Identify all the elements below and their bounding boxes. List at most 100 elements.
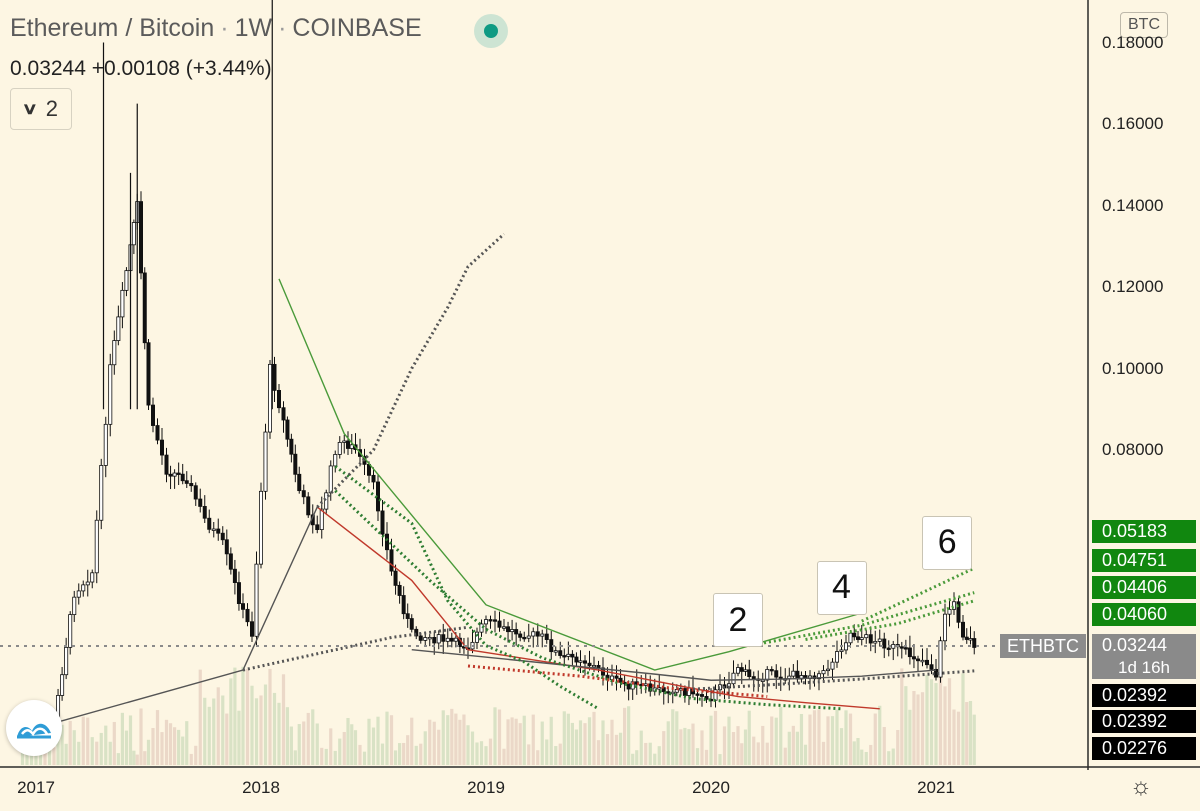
candle-body [224, 539, 229, 555]
volume-bar [770, 716, 774, 765]
volume-bar [961, 673, 965, 765]
symbol-name[interactable]: Ethereum / Bitcoin [10, 14, 215, 42]
candle-body [345, 440, 350, 449]
volume-bar [968, 700, 973, 765]
dotted-trend-line[interactable] [692, 669, 975, 691]
volume-bar [297, 724, 301, 765]
volume-bar [635, 750, 639, 765]
candle-body [254, 563, 259, 637]
volume-bar [779, 707, 783, 765]
volume-bar [86, 717, 90, 765]
volume-bar [406, 735, 410, 765]
candle-body [146, 342, 151, 406]
volume-bar [774, 717, 778, 765]
wave-label[interactable]: 4 [816, 560, 867, 615]
wave-label[interactable]: 6 [922, 515, 973, 570]
dotted-trend-line[interactable] [467, 664, 768, 699]
settings-gear-icon[interactable]: ☼ [1130, 773, 1152, 800]
trend-line[interactable] [278, 278, 730, 671]
indicators-toggle-button[interactable]: ∨ 2 [10, 88, 72, 130]
volume-bar [146, 739, 151, 765]
candle-body [68, 614, 73, 648]
candle-body [760, 679, 765, 682]
price-change: +0.00108 [91, 57, 180, 80]
candle-body [868, 634, 873, 644]
candle-body [319, 508, 324, 530]
volume-bar [908, 709, 912, 765]
candle-body [916, 658, 921, 662]
candle-body [453, 637, 458, 642]
volume-bar [268, 668, 272, 765]
dotted-trend-line[interactable] [242, 625, 469, 672]
candle-body [436, 634, 441, 644]
candle-body [791, 670, 796, 677]
candle-body [626, 683, 631, 690]
trend-line[interactable] [316, 506, 880, 710]
volume-bar [558, 743, 562, 765]
volume-bar [817, 709, 821, 765]
trend-line[interactable] [411, 648, 937, 681]
dotted-trend-line[interactable] [334, 489, 842, 711]
time-tick-label: 2020 [692, 778, 730, 797]
volume-bar [423, 731, 427, 765]
candle-body [333, 454, 338, 467]
candle-body [544, 633, 549, 640]
volume-bar [358, 744, 362, 765]
volume-bar [510, 717, 514, 765]
candle-body [964, 636, 969, 640]
volume-bar [99, 732, 103, 765]
volume-bar [562, 711, 566, 765]
trend-lines [17, 232, 975, 734]
volume-bar [787, 731, 791, 765]
dotted-trend-line[interactable] [861, 566, 975, 623]
dotted-trend-line[interactable] [334, 465, 600, 711]
candle-body [483, 619, 488, 625]
volume-bar [761, 725, 765, 765]
candle-body [397, 584, 402, 596]
dotted-trend-line[interactable] [805, 599, 975, 641]
volume-bar [272, 692, 277, 765]
candle-body [501, 626, 506, 629]
candle-body [952, 601, 957, 610]
volume-bar [475, 742, 479, 765]
currency-badge[interactable]: BTC [1120, 12, 1168, 38]
volume-bar [618, 732, 623, 765]
dotted-trend-line[interactable] [316, 232, 506, 509]
volume-bar [812, 710, 817, 765]
candle-body [263, 431, 268, 492]
volume-bar [518, 723, 522, 765]
volume-bar [943, 686, 947, 765]
candle-body [553, 650, 558, 653]
volume-bar [376, 716, 380, 765]
volume-bar [675, 711, 679, 765]
candle-body [961, 621, 966, 638]
candle-body [155, 425, 160, 441]
volume-bar [639, 730, 643, 765]
volume-bar [324, 748, 328, 765]
volume-bar [549, 716, 553, 765]
candle-body [911, 656, 916, 660]
candle-body [817, 673, 822, 680]
market-status-icon [474, 14, 508, 48]
volume-bar [414, 745, 418, 765]
volume-bar [929, 679, 934, 765]
candle-body [839, 649, 844, 652]
volume-bar [947, 678, 952, 765]
trend-line[interactable] [17, 506, 318, 734]
tradingview-logo-icon[interactable] [6, 700, 62, 756]
wave-label[interactable]: 2 [713, 593, 763, 648]
header-separator: · [278, 14, 287, 42]
candle-body [848, 632, 853, 644]
candle-body [72, 596, 77, 616]
volume-bar [229, 678, 233, 765]
quote-line: 0.03244 +0.00108 (+3.44%) [10, 57, 272, 81]
candle-body [925, 659, 930, 666]
volume-bar [225, 713, 229, 765]
candle-body [583, 660, 588, 664]
volume-bar [302, 721, 306, 765]
candle-body [747, 669, 752, 678]
volume-bar [972, 714, 976, 765]
candle-body [704, 696, 709, 700]
interval-label[interactable]: 1W [234, 14, 273, 42]
